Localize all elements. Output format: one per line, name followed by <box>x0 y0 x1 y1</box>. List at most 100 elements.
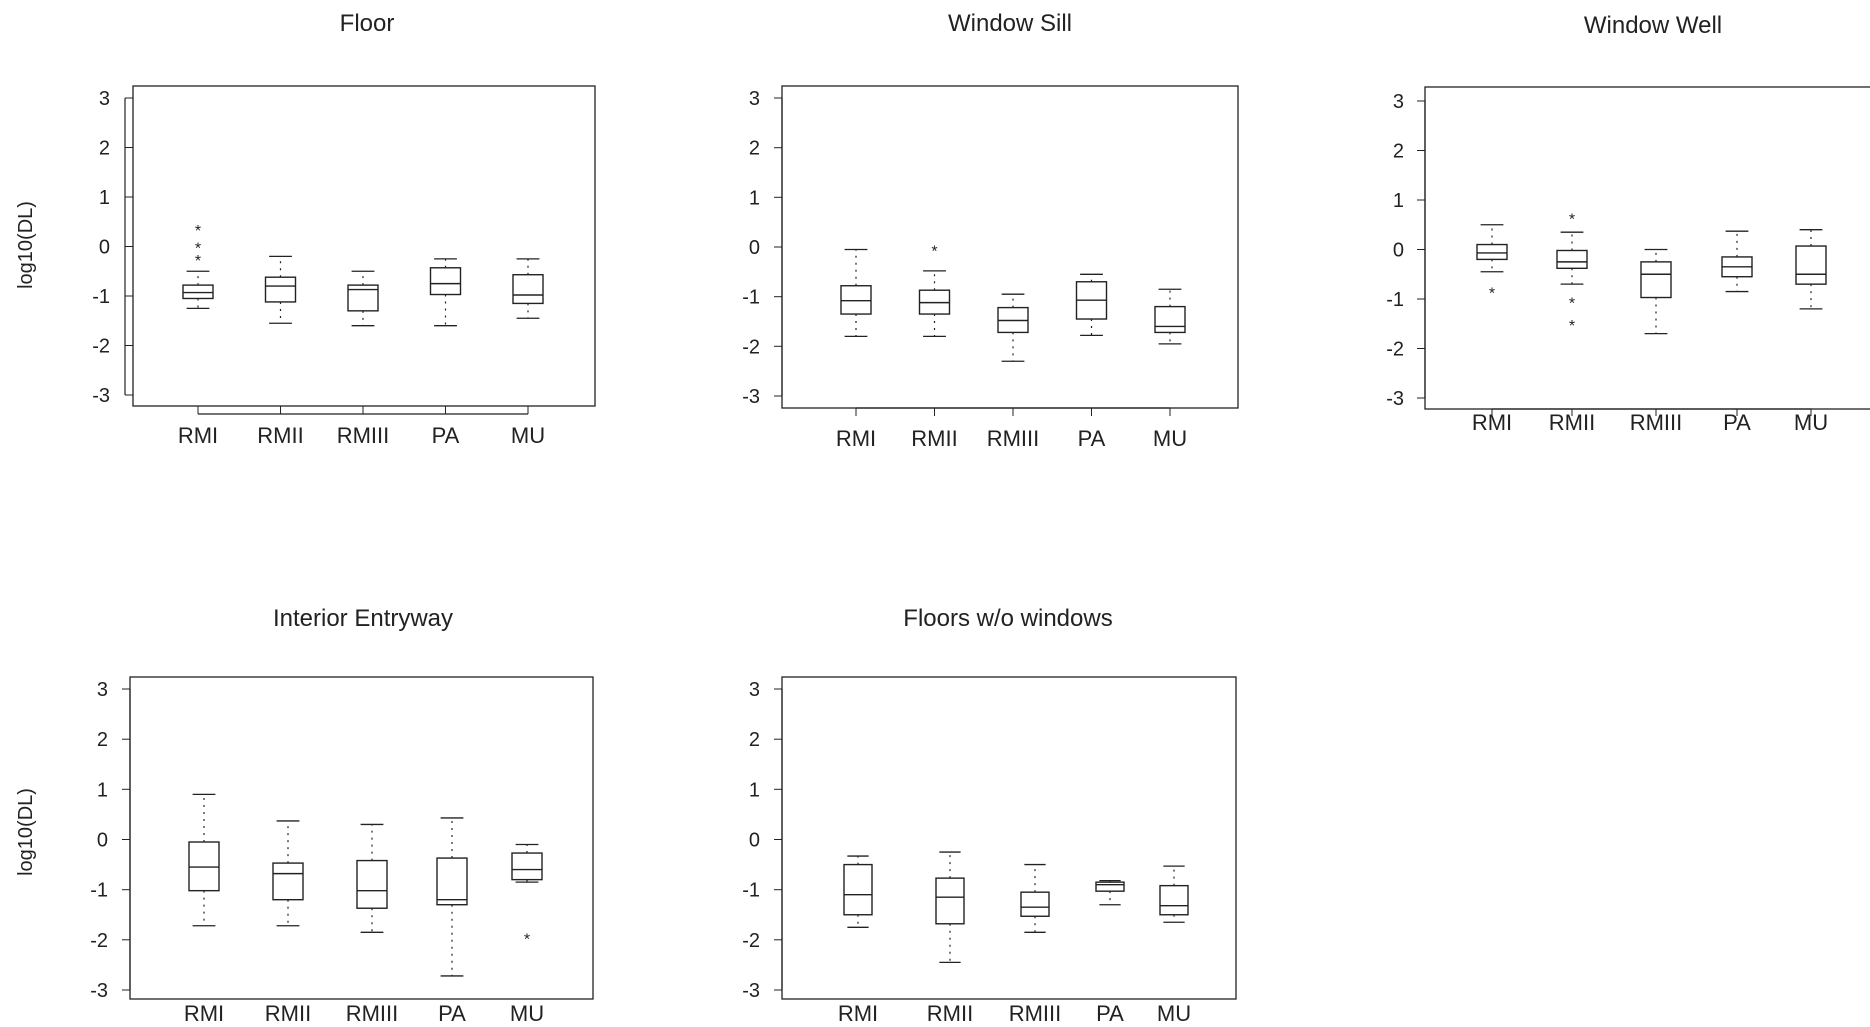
y-tick-label: -3 <box>742 386 760 408</box>
plot-frame <box>781 676 1237 1000</box>
y-tick-label: 0 <box>97 830 108 852</box>
box-marks: * * * * <box>1476 211 1827 335</box>
iqr-box <box>1159 884 1189 916</box>
iqr-box <box>512 274 544 305</box>
iqr-box <box>511 852 543 881</box>
iqr-box <box>436 857 468 906</box>
box-rmi: * <box>1476 224 1508 303</box>
x-axis: RMI RMII RMIII PA MU <box>178 406 545 448</box>
x-axis: RMI RMII RMIII PA MU <box>838 1001 1191 1026</box>
y-tick-label: -3 <box>742 980 760 1002</box>
plot-frame <box>129 676 594 1000</box>
iqr-box <box>188 841 220 892</box>
category-label: RMI <box>1472 410 1512 435</box>
category-label: RMIII <box>987 426 1040 451</box>
box-marks: *** <box>182 223 544 327</box>
panel-interior-entryway: Interior Entryway log10(DL) 3 2 1 0 -1 -… <box>15 605 594 1026</box>
outlier-point: * <box>195 223 201 240</box>
iqr-box <box>1476 243 1508 261</box>
category-label: RMI <box>178 423 218 448</box>
iqr-box <box>1795 245 1827 285</box>
iqr-box <box>1020 891 1050 917</box>
category-label: MU <box>1153 426 1187 451</box>
iqr-box <box>1640 261 1672 299</box>
x-axis: RMI RMII RMIII PA MU <box>184 1001 544 1026</box>
box-rmi <box>843 855 873 928</box>
y-tick-label: -2 <box>92 336 110 358</box>
panel-window-sill: Window Sill 3 2 1 0 -1 -2 -3 RMI <box>742 10 1239 451</box>
box-rmiii <box>1020 863 1050 933</box>
y-tick-label: 3 <box>97 679 108 701</box>
iqr-box <box>272 862 304 901</box>
x-axis: RMI RMII RMIII PA MU <box>1472 408 1828 435</box>
category-label: PA <box>1078 426 1106 451</box>
box-rmiii <box>1640 248 1672 335</box>
panel-title: Floor <box>340 10 395 37</box>
y-tick-label: -3 <box>1386 388 1404 410</box>
y-tick-label: -1 <box>90 880 108 902</box>
plot-frame <box>132 85 596 407</box>
y-axis-label: log10(DL) <box>15 201 37 289</box>
box-rmii: * * * <box>1556 211 1588 335</box>
y-tick-label: 0 <box>1393 240 1404 262</box>
y-tick-label: 2 <box>1393 141 1404 163</box>
y-tick-label: 0 <box>749 830 760 852</box>
iqr-box <box>264 276 297 303</box>
box-mu <box>1795 229 1827 310</box>
category-label: RMIII <box>1630 410 1683 435</box>
y-tick-label: -1 <box>742 287 760 309</box>
iqr-box <box>356 859 388 909</box>
panel-floor: Floor log10(DL) 3 2 1 0 -1 -2 -3 <box>15 10 596 448</box>
y-tick-label: 3 <box>749 679 760 701</box>
box-marks: * <box>840 243 1186 362</box>
y-axis: 3 2 1 0 -1 -2 -3 <box>742 679 783 1002</box>
box-marks <box>843 851 1189 964</box>
y-axis: 3 2 1 0 -1 -2 -3 <box>92 88 133 407</box>
y-axis: 3 2 1 0 -1 -2 -3 <box>742 88 783 408</box>
y-tick-label: 2 <box>749 729 760 751</box>
panel-window-well: Window Well 3 2 1 0 -1 -2 -3 RMI <box>1386 12 1870 435</box>
panel-title: Floors w/o windows <box>903 605 1112 632</box>
iqr-box <box>1095 881 1125 892</box>
box-rmiii <box>997 293 1029 362</box>
box-mu <box>1154 288 1186 345</box>
category-label: RMII <box>265 1001 311 1026</box>
outlier-point: * <box>195 253 201 270</box>
outlier-point: * <box>1569 295 1575 312</box>
box-mu <box>512 258 544 319</box>
box-rmii: * <box>918 243 951 338</box>
iqr-box <box>840 285 872 315</box>
y-tick-label: 2 <box>749 138 760 160</box>
outlier-point: * <box>524 931 530 948</box>
box-pa <box>1075 273 1108 337</box>
y-tick-label: 0 <box>749 237 760 259</box>
y-tick-label: 3 <box>749 88 760 110</box>
outlier-point: * <box>931 243 937 260</box>
category-label: MU <box>1794 410 1828 435</box>
y-tick-label: -3 <box>90 980 108 1002</box>
y-tick-label: -2 <box>90 930 108 952</box>
y-tick-label: 3 <box>99 88 110 110</box>
y-axis: 3 2 1 0 -1 -2 -3 <box>1386 91 1426 410</box>
box-marks: * <box>188 793 543 977</box>
y-tick-label: 1 <box>97 779 108 801</box>
plot-frame <box>781 85 1239 409</box>
box-rmi <box>840 248 872 338</box>
outlier-point: * <box>195 241 201 258</box>
iqr-box <box>182 284 214 300</box>
iqr-box <box>1556 249 1588 270</box>
category-label: RMIII <box>346 1001 399 1026</box>
panel-floors-without-windows: Floors w/o windows 3 2 1 0 -1 -2 -3 RMI … <box>742 605 1237 1026</box>
box-pa <box>429 258 462 327</box>
category-label: MU <box>510 1001 544 1026</box>
panel-title: Window Well <box>1584 12 1722 39</box>
panel-title: Window Sill <box>948 10 1072 37</box>
iqr-box <box>843 863 873 916</box>
y-tick-label: 1 <box>749 779 760 801</box>
box-rmii <box>935 851 965 964</box>
category-label: PA <box>438 1001 466 1026</box>
y-tick-label: -1 <box>1386 289 1404 311</box>
y-tick-label: 2 <box>97 729 108 751</box>
category-label: RMII <box>911 426 957 451</box>
